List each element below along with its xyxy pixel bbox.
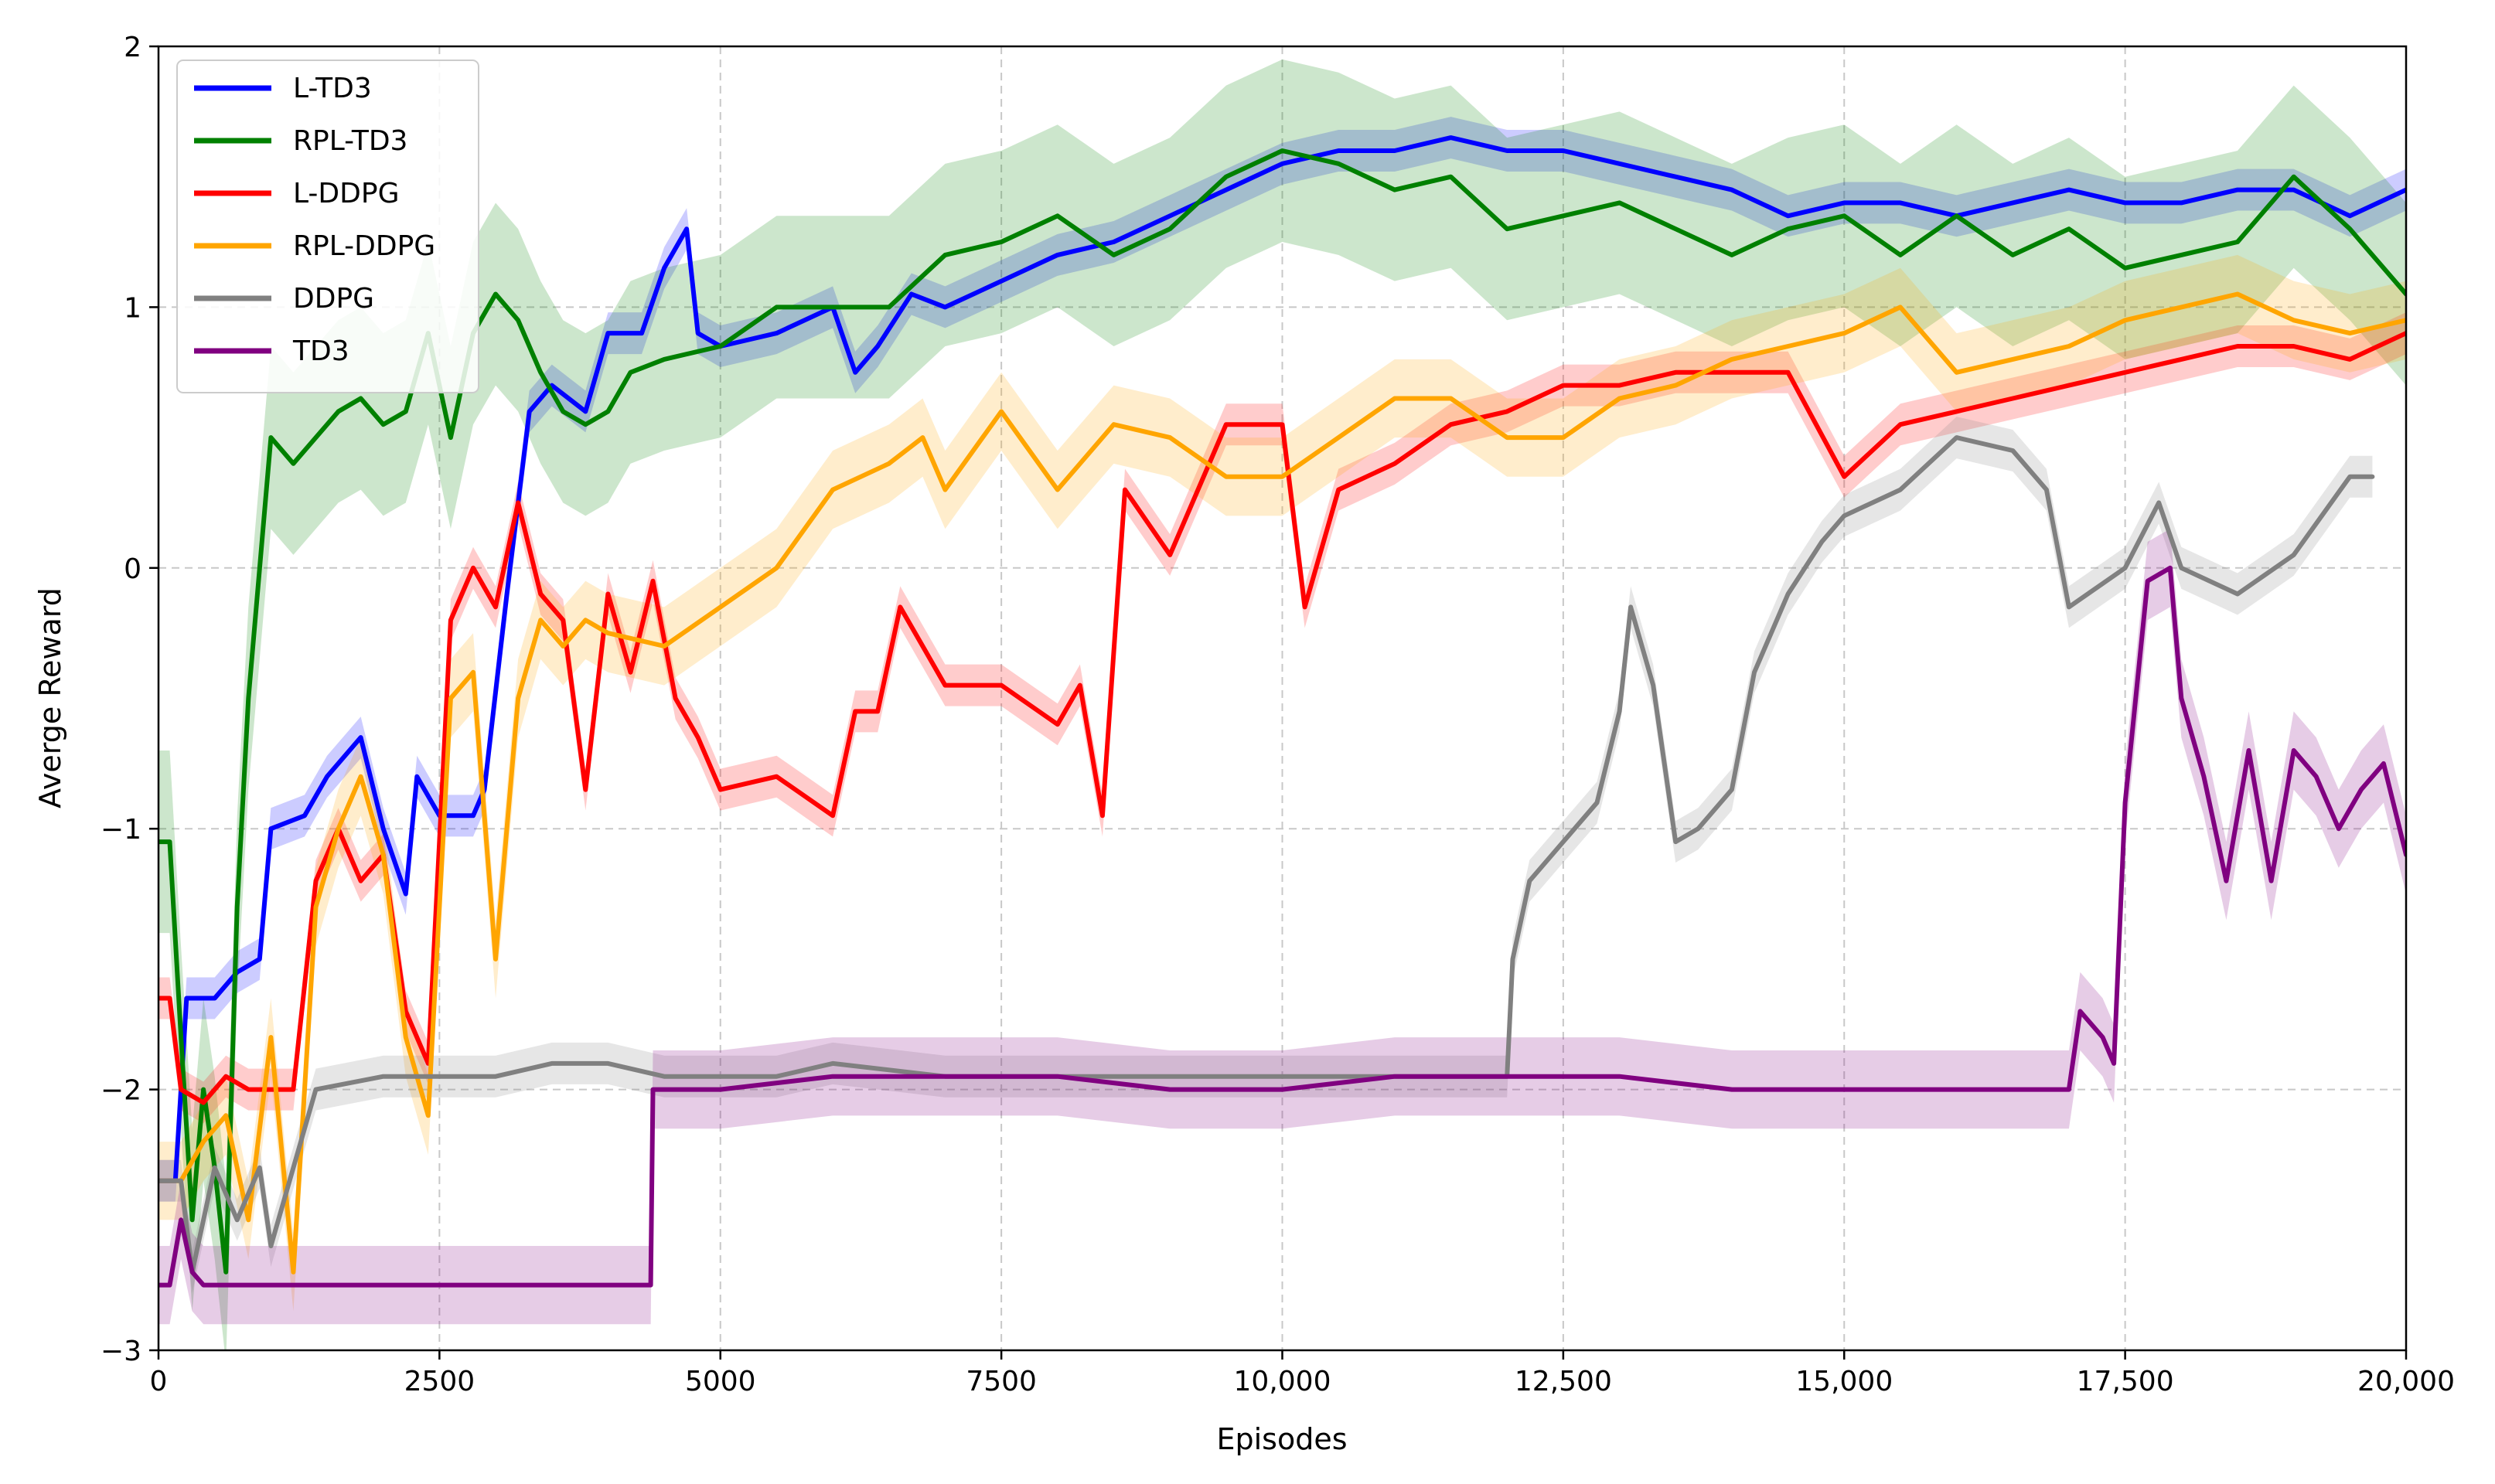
y-axis: −3 −2 −1 0 1 2 <box>101 32 158 1367</box>
y-tick-label: 1 <box>124 292 141 324</box>
series-line-rpl-td3 <box>158 148 2406 1275</box>
x-axis-title: Episodes <box>1216 1422 1347 1456</box>
x-tick-label: 17,500 <box>2077 1366 2174 1397</box>
x-tick-label: 7500 <box>966 1366 1037 1397</box>
x-tick-label: 20,000 <box>2357 1366 2455 1397</box>
legend-label-td3: TD3 <box>292 335 349 367</box>
series-band-rpl-ddpg <box>158 254 2406 1312</box>
x-tick-label: 5000 <box>685 1366 756 1397</box>
y-tick-label: 0 <box>124 553 141 585</box>
y-axis-title: Averge Reward <box>33 587 67 808</box>
series-band-td3 <box>158 529 2406 1325</box>
y-tick-label: 2 <box>124 32 141 63</box>
legend: L-TD3 RPL-TD3 L-DDPG RPL-DDPG DDPG TD3 <box>176 60 479 393</box>
series-line-ddpg <box>158 435 2375 1275</box>
series-line-rpl-ddpg <box>158 291 2406 1275</box>
series-band-rpl-td3 <box>158 59 2406 1350</box>
x-tick-label: 0 <box>150 1366 168 1397</box>
x-tick-label: 12,500 <box>1515 1366 1612 1397</box>
confidence-bands <box>158 59 2406 1350</box>
legend-label-rpl-td3: RPL-TD3 <box>293 125 407 157</box>
series-line-l-td3 <box>158 135 2406 1183</box>
legend-label-ddpg: DDPG <box>293 283 374 315</box>
series-band-ddpg <box>158 417 2373 1293</box>
legend-label-rpl-ddpg: RPL-DDPG <box>293 230 435 262</box>
series-line-l-ddpg <box>158 331 2406 1105</box>
x-tick-label: 10,000 <box>1234 1366 1331 1397</box>
y-tick-label: −3 <box>101 1336 141 1367</box>
series-line-td3 <box>158 565 2406 1288</box>
legend-label-l-ddpg: L-DDPG <box>293 178 399 209</box>
x-tick-label: 2500 <box>404 1366 475 1397</box>
x-axis: 0 2500 5000 7500 10,000 12,500 15,000 17,500 20,… <box>150 1350 2455 1397</box>
y-tick-label: −1 <box>101 814 141 846</box>
x-tick-label: 15,000 <box>1795 1366 1893 1397</box>
legend-label-l-td3: L-TD3 <box>293 73 372 104</box>
series-lines <box>158 135 2406 1288</box>
y-tick-label: −2 <box>101 1075 141 1107</box>
